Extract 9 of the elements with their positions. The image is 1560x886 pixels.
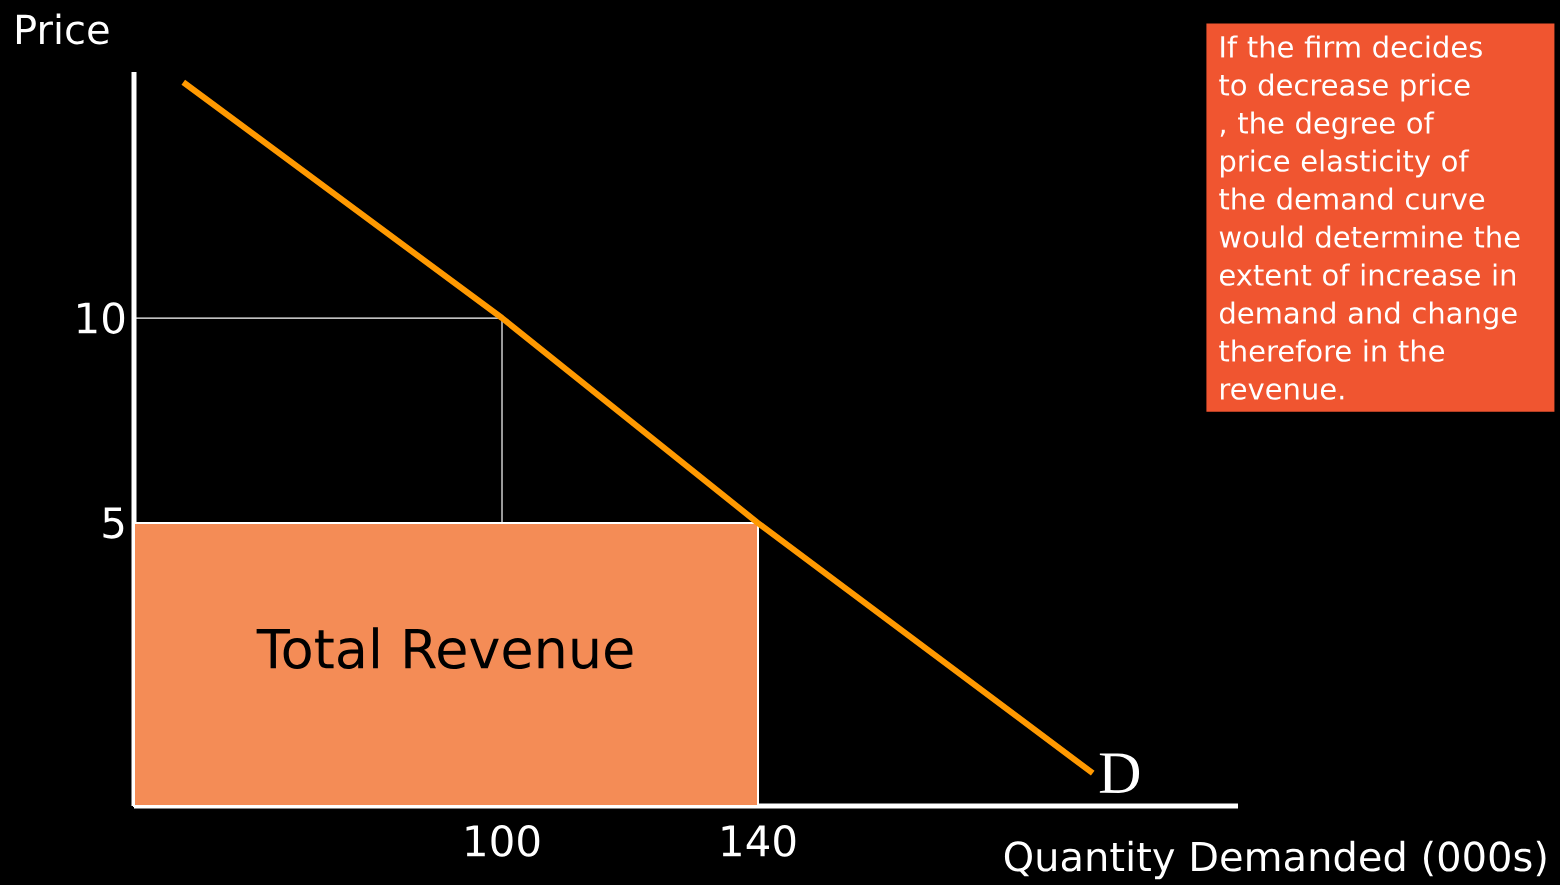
annotation: D [1099, 753, 1140, 793]
y-tick-label: 5 [103, 507, 124, 539]
x-axis-title: Quantity Demanded (000s) [1004, 840, 1546, 880]
x-tick-label: 140 [722, 825, 796, 857]
y-tick-label: 10 [78, 302, 125, 334]
y-axis-title: Price [16, 13, 109, 45]
text: If the firm decides to decrease price , the degree of price elasticity of the demand curve would determine the extent of increase in demand and change therefore in the revenue. [1219, 35, 1520, 400]
series-label: Total Revenue [256, 627, 633, 670]
x-tick-label: 100 [466, 825, 540, 857]
